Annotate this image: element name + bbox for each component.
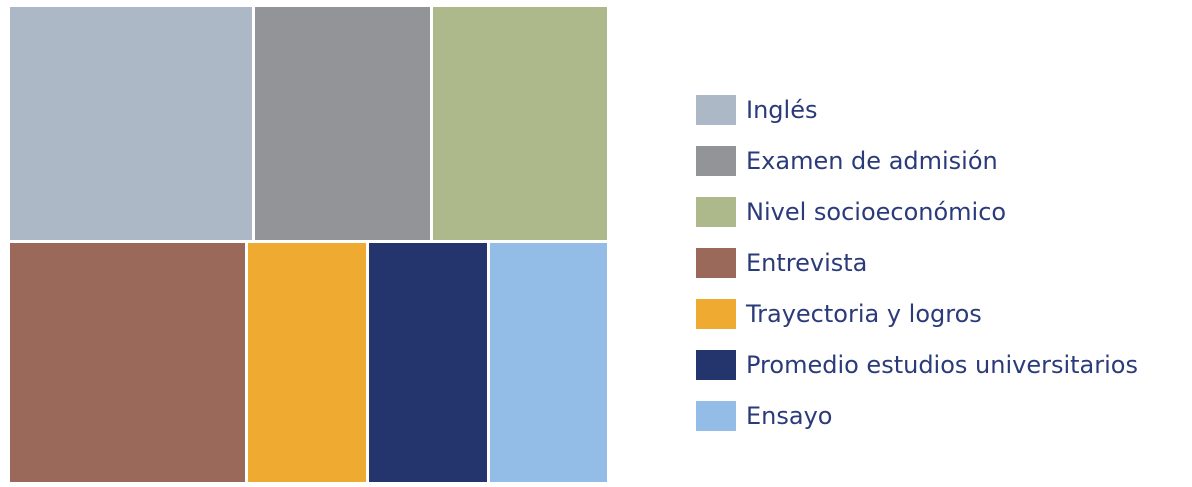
- treemap-cell-examen-de-admision: [255, 7, 430, 240]
- treemap-cell-ingles: [10, 7, 252, 240]
- legend-item-examen-de-admision: Examen de admisión: [696, 135, 1138, 186]
- legend-swatch: [696, 400, 736, 431]
- legend-item-ensayo: Ensayo: [696, 390, 1138, 441]
- legend-item-ingles: Inglés: [696, 84, 1138, 135]
- legend-label: Ensayo: [746, 401, 833, 430]
- legend-label: Trayectoria y logros: [746, 299, 982, 328]
- legend: Inglés Examen de admisión Nivel socioeco…: [696, 84, 1138, 441]
- legend-label: Promedio estudios universitarios: [746, 350, 1138, 379]
- legend-swatch: [696, 298, 736, 329]
- treemap-cell-entrevista: [10, 243, 245, 482]
- treemap-cell-ensayo: [490, 243, 607, 482]
- legend-label: Examen de admisión: [746, 146, 998, 175]
- legend-item-nivel-socioeconomico: Nivel socioeconómico: [696, 186, 1138, 237]
- legend-swatch: [696, 247, 736, 278]
- legend-swatch: [696, 94, 736, 125]
- treemap-cell-promedio-estudios-universitarios: [369, 243, 487, 482]
- legend-item-entrevista: Entrevista: [696, 237, 1138, 288]
- treemap: [10, 7, 607, 482]
- legend-item-trayectoria-y-logros: Trayectoria y logros: [696, 288, 1138, 339]
- legend-swatch: [696, 196, 736, 227]
- treemap-cell-trayectoria-y-logros: [248, 243, 366, 482]
- legend-swatch: [696, 349, 736, 380]
- legend-label: Nivel socioeconómico: [746, 197, 1007, 226]
- legend-item-promedio-estudios-universitarios: Promedio estudios universitarios: [696, 339, 1138, 390]
- legend-label: Entrevista: [746, 248, 868, 277]
- treemap-cell-nivel-socioeconomico: [433, 7, 607, 240]
- legend-swatch: [696, 145, 736, 176]
- legend-label: Inglés: [746, 95, 818, 124]
